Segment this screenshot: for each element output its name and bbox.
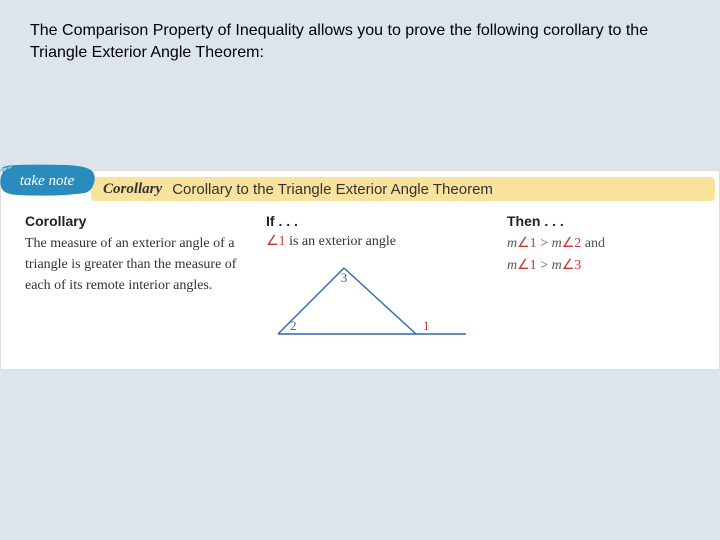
tri-side-right (344, 268, 416, 334)
note-header: take note Corollary Corollary to the Tri… (1, 171, 719, 205)
corollary-body-text: The measure of an exterior angle of a tr… (25, 233, 250, 296)
corollary-heading: Corollary (25, 213, 250, 229)
take-note-label: take note (20, 173, 75, 189)
if-column: If . . . ∠1 is an exterior angle 3 2 1 (266, 213, 491, 351)
angle-1-ref: ∠1 (266, 234, 286, 249)
take-note-badge: take note (0, 163, 97, 199)
tri-side-left (278, 268, 344, 334)
then-line-2: m∠1 > m∠3 (507, 255, 677, 277)
header-emphasis: Corollary (103, 181, 162, 198)
intro-paragraph: The Comparison Property of Inequality al… (0, 0, 720, 63)
corollary-note-box: take note Corollary Corollary to the Tri… (0, 170, 720, 370)
header-title: Corollary to the Triangle Exterior Angle… (172, 181, 493, 198)
if-statement: ∠1 is an exterior angle (266, 233, 396, 250)
triangle-diagram: 3 2 1 (266, 256, 476, 351)
then-heading: Then . . . (507, 213, 677, 229)
if-rest-text: is an exterior angle (286, 234, 396, 249)
corollary-column: Corollary The measure of an exterior ang… (25, 213, 250, 351)
label-2: 2 (290, 318, 297, 333)
label-1: 1 (423, 318, 430, 333)
if-heading: If . . . (266, 213, 298, 229)
then-line-1: m∠1 > m∠2 and (507, 233, 677, 255)
header-bar: Corollary Corollary to the Triangle Exte… (91, 177, 715, 201)
label-3: 3 (341, 270, 348, 285)
columns-row: Corollary The measure of an exterior ang… (1, 205, 719, 369)
then-column: Then . . . m∠1 > m∠2 and m∠1 > m∠3 (507, 213, 677, 351)
